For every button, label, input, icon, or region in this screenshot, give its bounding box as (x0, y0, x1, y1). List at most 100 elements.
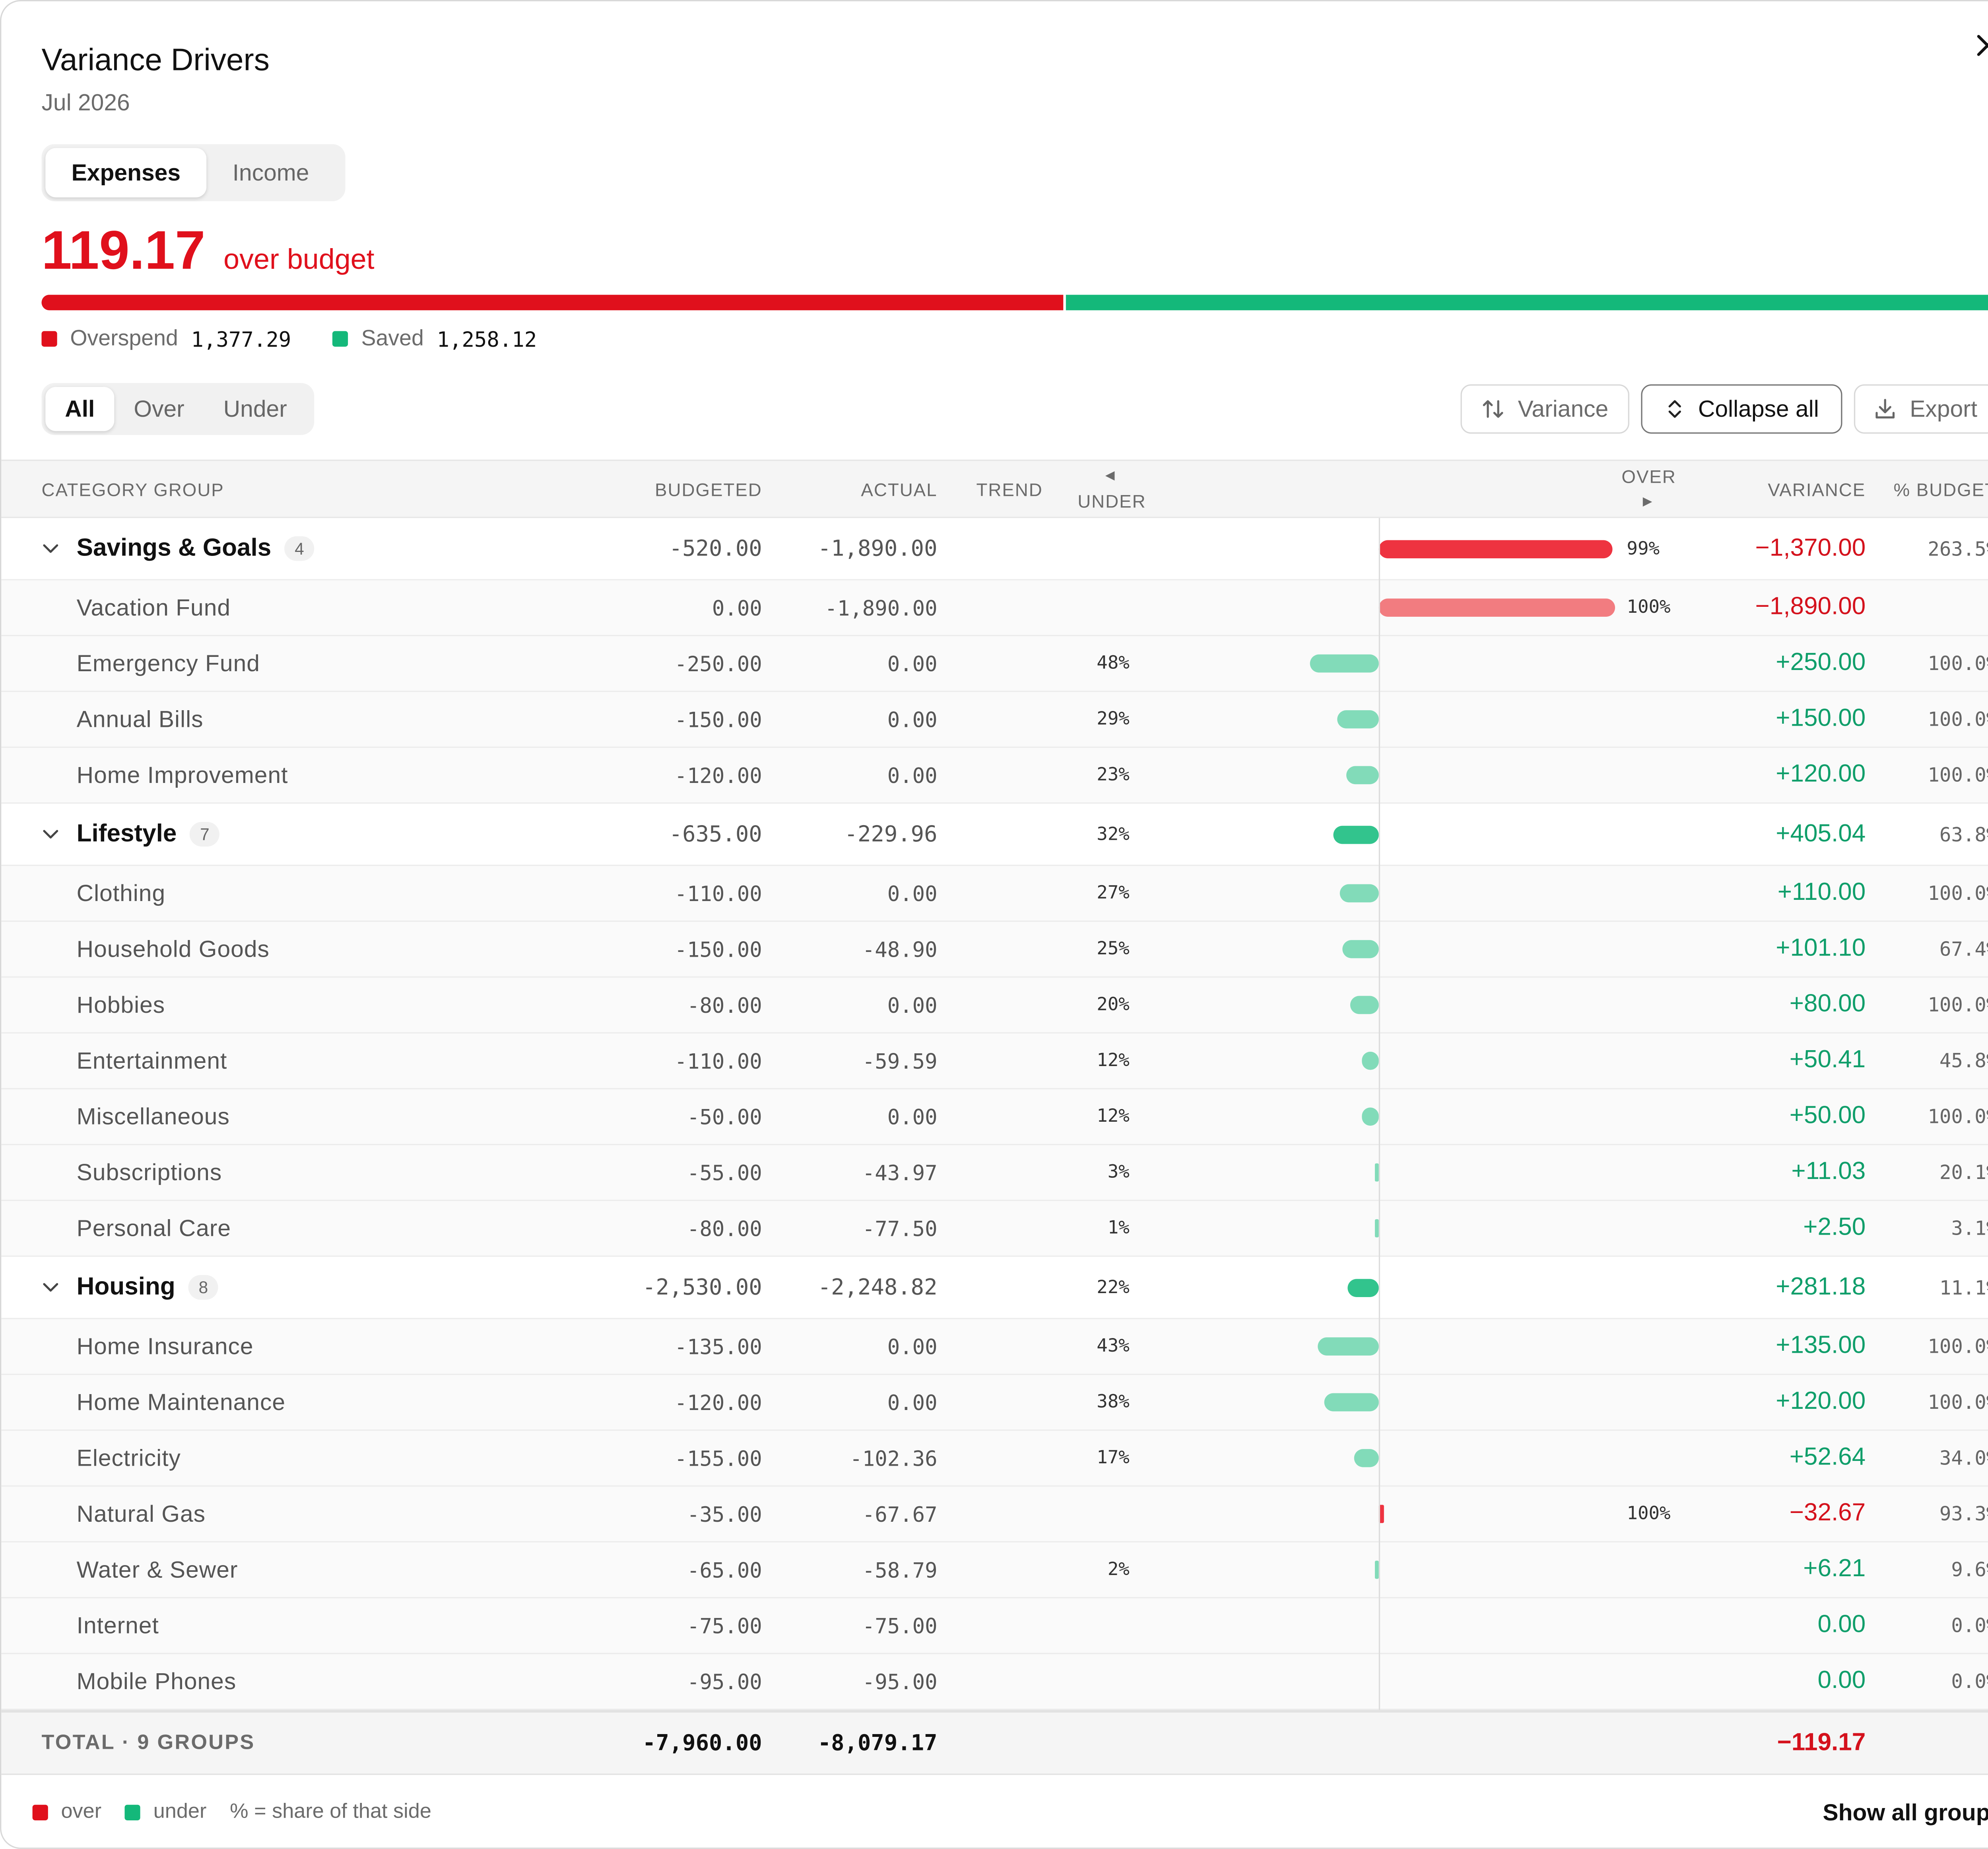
col-budgeted[interactable]: BUDGETED (655, 479, 762, 500)
under-bar (1375, 1560, 1379, 1579)
actual-value: -67.67 (862, 1501, 938, 1527)
footer-note: % = share of that side (230, 1800, 431, 1823)
col-category-group[interactable]: CATEGORY GROUP (41, 479, 224, 500)
under-share-label: 29% (1097, 709, 1130, 730)
under-share-label: 12% (1097, 1106, 1130, 1127)
category-row: Household Goods -150.00 -48.90 25% +101.10 67… (1, 922, 1988, 978)
under-share-label: 27% (1097, 883, 1130, 904)
row-name: Vacation Fund (77, 581, 231, 635)
group-row[interactable]: Lifestyle 7 -635.00 -229.96 32% +405.04 63.8% (1, 804, 1988, 866)
type-tabs: Expenses Income (41, 144, 346, 202)
row-label: Subscriptions (76, 1159, 222, 1185)
under-bar (1342, 940, 1379, 958)
saved-swatch (332, 331, 348, 347)
under-share-label: 32% (1097, 824, 1130, 845)
col-pct-budget[interactable]: % BUDGET (1893, 479, 1988, 500)
under-bar (1375, 1219, 1379, 1237)
category-row: Personal Care -80.00 -77.50 1% +2.50 3.1% (1, 1201, 1988, 1257)
under-bar (1340, 884, 1379, 903)
actual-value: -75.00 (862, 1613, 938, 1638)
modal-title: Variance Drivers (41, 43, 270, 78)
pct-budget-value: 11.1% (1939, 1276, 1988, 1299)
actual-value: -43.97 (862, 1160, 938, 1185)
col-variance[interactable]: VARIANCE (1768, 479, 1866, 500)
budgeted-value: -95.00 (687, 1669, 762, 1694)
footer: over under % = share of that side Show a… (1, 1775, 1988, 1848)
row-name: Housing 8 (41, 1257, 219, 1318)
filter-over[interactable]: Over (134, 395, 184, 421)
group-count-badge: 8 (188, 1275, 219, 1300)
pct-budget-value: 9.6% (1951, 1558, 1988, 1582)
col-under: UNDER (1077, 491, 1146, 512)
table-header: CATEGORY GROUP BUDGETED ACTUAL TREND ◄ U… (1, 459, 1988, 518)
show-all-groups-button[interactable]: Show all groups (1823, 1799, 1988, 1825)
group-row[interactable]: Housing 8 -2,530.00 -2,248.82 22% +281.18 11.1… (1, 1257, 1988, 1319)
footer-over-label: over (61, 1800, 102, 1823)
close-icon (1977, 35, 1988, 56)
row-label: Personal Care (76, 1214, 231, 1241)
filter-under[interactable]: Under (223, 395, 287, 421)
row-label: Home Improvement (76, 761, 288, 788)
budgeted-value: -35.00 (687, 1501, 762, 1527)
sort-variance-button[interactable]: Variance (1460, 384, 1629, 434)
row-label: Housing (76, 1273, 175, 1301)
row-name: Water & Sewer (77, 1542, 238, 1597)
row-name: Hobbies (77, 978, 165, 1032)
tab-expenses[interactable]: Expenses (45, 148, 207, 198)
row-name: Electricity (77, 1431, 181, 1485)
overspend-label: Overspend (70, 326, 178, 351)
sort-variance-label: Variance (1518, 395, 1609, 421)
pct-budget-value: 67.4% (1939, 937, 1988, 961)
actual-value: 0.00 (887, 992, 938, 1018)
row-label: Household Goods (76, 935, 270, 961)
group-row[interactable]: Savings & Goals 4 -520.00 -1,890.00 99% −1,37… (1, 518, 1988, 581)
under-swatch (124, 1804, 141, 1820)
filter-all[interactable]: All (45, 387, 115, 431)
category-row: Clothing -110.00 0.00 27% +110.00 100.0% (1, 866, 1988, 922)
row-label: Internet (76, 1612, 159, 1638)
row-name: Lifestyle 7 (41, 804, 220, 864)
close-button[interactable] (1969, 27, 1988, 64)
category-row: Entertainment -110.00 -59.59 12% +50.41 45.8% (1, 1033, 1988, 1090)
tab-income[interactable]: Income (232, 159, 309, 185)
variance-value: +250.00 (1776, 649, 1866, 677)
variance-value: −1,370.00 (1755, 534, 1866, 562)
actual-value: 0.00 (887, 1334, 938, 1359)
variance-value: −1,890.00 (1755, 593, 1866, 621)
under-bar (1346, 766, 1379, 785)
under-share-label: 22% (1097, 1277, 1130, 1298)
download-icon (1873, 397, 1897, 421)
overspend-swatch (41, 331, 57, 347)
under-bar (1354, 1449, 1379, 1467)
pct-budget-value: 100.0% (1928, 882, 1988, 905)
variance-value: +50.41 (1789, 1046, 1866, 1074)
budgeted-value: -55.00 (687, 1160, 762, 1185)
pct-budget-value: 20.1% (1939, 1161, 1988, 1184)
row-label: Home Insurance (76, 1332, 254, 1359)
filter-tabs: All Over Under (41, 383, 315, 435)
budgeted-value: -75.00 (687, 1613, 762, 1638)
total-budgeted: -7,960.00 (642, 1730, 762, 1756)
category-row: Electricity -155.00 -102.36 17% +52.64 34.0% (1, 1431, 1988, 1487)
variance-value: +150.00 (1776, 705, 1866, 732)
actual-value: 0.00 (887, 1104, 938, 1129)
export-label: Export (1910, 395, 1978, 421)
export-button[interactable]: Export (1854, 384, 1988, 434)
chevron-down-icon[interactable] (41, 542, 65, 555)
headline: 119.17 over budget (41, 219, 374, 282)
col-over: OVER (1621, 466, 1676, 487)
variance-value: +281.18 (1776, 1273, 1866, 1301)
row-label: Emergency Fund (76, 650, 260, 676)
under-bar (1347, 1278, 1379, 1297)
variance-value: +52.64 (1789, 1444, 1866, 1471)
collapse-all-button[interactable]: Collapse all (1641, 384, 1842, 434)
budgeted-value: -110.00 (674, 1048, 762, 1073)
row-label: Water & Sewer (76, 1556, 238, 1582)
col-actual[interactable]: ACTUAL (861, 479, 938, 500)
row-label: Entertainment (76, 1047, 227, 1073)
variance-value: +2.50 (1803, 1214, 1866, 1241)
chevron-down-icon[interactable] (41, 1281, 65, 1294)
chevron-down-icon[interactable] (41, 828, 65, 841)
